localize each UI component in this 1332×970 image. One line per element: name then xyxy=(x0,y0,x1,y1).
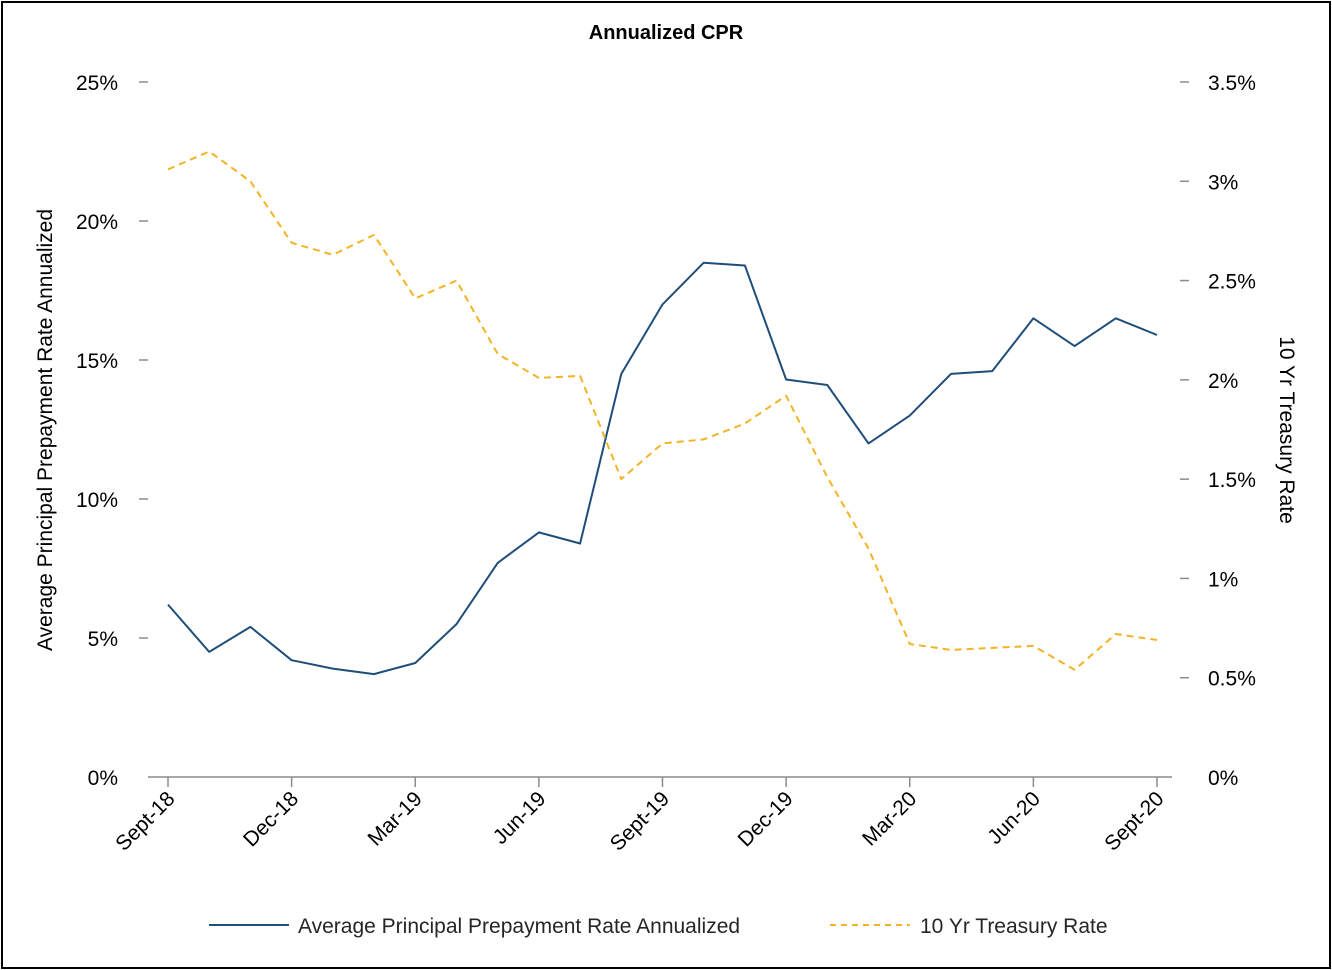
legend-label-cpr: Average Principal Prepayment Rate Annual… xyxy=(298,915,740,938)
y2-axis-label: 10 Yr Treasury Rate xyxy=(1275,336,1298,524)
y-tick-label: 5% xyxy=(88,628,118,651)
y2-axis-ticks: 0% 0.5% 1% 1.5% 2% 2.5% 3% 3.5% xyxy=(1180,72,1256,790)
y-axis-ticks: 0% 5% 10% 15% 20% 25% xyxy=(76,72,148,790)
x-tick-label: Sept-18 xyxy=(111,787,179,855)
legend: Average Principal Prepayment Rate Annual… xyxy=(209,915,1108,938)
x-tick-label: Mar-19 xyxy=(363,787,426,850)
y-tick-label: 20% xyxy=(76,211,118,234)
y2-tick-label: 1.5% xyxy=(1208,469,1256,492)
y-tick-label: 15% xyxy=(76,350,118,373)
y2-tick-label: 3.5% xyxy=(1208,72,1256,95)
y-tick-label: 0% xyxy=(88,767,118,790)
x-tick-label: Mar-20 xyxy=(858,787,921,850)
y2-tick-label: 2.5% xyxy=(1208,271,1256,294)
legend-label-treasury: 10 Yr Treasury Rate xyxy=(920,915,1108,938)
x-tick-label: Sept-20 xyxy=(1100,787,1168,855)
x-tick-label: Dec-18 xyxy=(239,787,303,851)
y-tick-label: 25% xyxy=(76,72,118,95)
y-tick-label: 10% xyxy=(76,489,118,512)
series-line-cpr xyxy=(167,261,1158,676)
y2-tick-label: 2% xyxy=(1208,370,1238,393)
x-tick-label: Sept-19 xyxy=(606,787,674,855)
series-line-treasury xyxy=(167,150,1158,671)
y-axis-label: Average Principal Prepayment Rate Annual… xyxy=(34,209,57,651)
y2-tick-label: 1% xyxy=(1208,568,1238,591)
x-axis-ticks: Sept-18 Dec-18 Mar-19 Jun-19 Sept-19 Dec-19 Ma… xyxy=(111,777,1169,856)
x-tick-label: Dec-19 xyxy=(734,787,798,851)
y2-tick-label: 0% xyxy=(1208,767,1238,790)
chart-title: Annualized CPR xyxy=(589,22,744,44)
series-lines xyxy=(167,150,1158,676)
x-tick-label: Jun-20 xyxy=(983,787,1045,849)
x-tick-label: Jun-19 xyxy=(489,787,551,849)
y2-tick-label: 0.5% xyxy=(1208,668,1256,691)
y2-tick-label: 3% xyxy=(1208,171,1238,194)
